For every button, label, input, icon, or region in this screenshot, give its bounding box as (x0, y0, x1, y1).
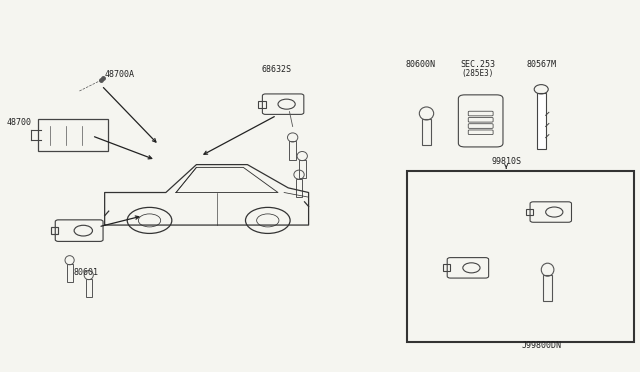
Bar (51, 227, 58, 234)
Bar (525, 209, 533, 215)
Text: 48700A: 48700A (105, 70, 134, 79)
Text: 80567M: 80567M (526, 60, 556, 69)
Text: 48700: 48700 (6, 118, 31, 127)
Text: 80600N: 80600N (405, 60, 435, 69)
Text: J99800DN: J99800DN (521, 341, 561, 350)
Polygon shape (537, 93, 546, 149)
Bar (258, 101, 266, 108)
Text: 99810S: 99810S (491, 157, 521, 166)
Text: (285E3): (285E3) (461, 69, 493, 78)
Text: 80601: 80601 (73, 268, 98, 277)
Text: 68632S: 68632S (262, 65, 292, 74)
Bar (443, 264, 451, 271)
Text: SEC.253: SEC.253 (460, 60, 495, 69)
Bar (408, 171, 634, 342)
